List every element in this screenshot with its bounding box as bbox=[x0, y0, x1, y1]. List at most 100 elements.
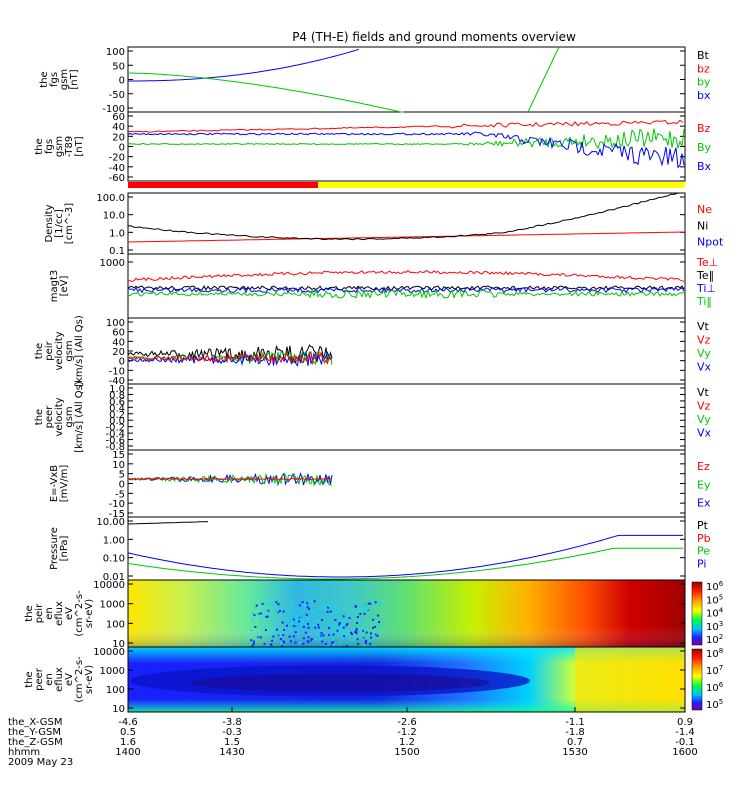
spectrogram-speckle bbox=[336, 610, 339, 613]
panel-p6: 1.00.80.60.40.20.0-0.2-0.4-0.6-0.8 the pee… bbox=[34, 381, 712, 453]
x-axis-row-label: the_X-GSM bbox=[8, 717, 62, 728]
y-axis-label-line: Pressure bbox=[49, 527, 60, 570]
legend-Vt: Vt bbox=[697, 386, 710, 399]
spectrogram-speckle bbox=[286, 617, 289, 620]
y-axis-label-line: en bbox=[44, 673, 55, 686]
spectrogram-speckle bbox=[334, 626, 337, 629]
legend-Vy: Vy bbox=[697, 347, 711, 360]
spectrogram-speckle bbox=[317, 623, 320, 626]
y-axis-label-line: [km/s] (All Qs) bbox=[74, 315, 85, 387]
spectrogram-speckle bbox=[254, 625, 257, 628]
spectrogram-speckle bbox=[267, 609, 270, 612]
spectrogram-late bbox=[575, 647, 685, 712]
trace-Tipar bbox=[127, 288, 685, 300]
y-tick-label: 10.00 bbox=[96, 517, 125, 528]
spectrogram-speckle bbox=[302, 637, 305, 640]
y-tick-label: 10000 bbox=[93, 647, 125, 658]
y-axis-label-line: eflux bbox=[54, 667, 65, 692]
y-tick-label: -40 bbox=[109, 376, 125, 387]
spectrogram-speckle bbox=[359, 605, 362, 608]
trace-Ne bbox=[127, 231, 685, 243]
trace-Vz bbox=[127, 350, 333, 365]
spectrogram-speckle bbox=[292, 618, 295, 621]
spectrogram-speckle bbox=[251, 618, 254, 621]
spectrogram-speckle bbox=[324, 607, 327, 610]
spectrogram-speckle bbox=[313, 600, 316, 603]
panel-frame bbox=[127, 253, 686, 319]
x-axis-value: 0.9 bbox=[677, 717, 693, 728]
spectrogram-speckle bbox=[276, 634, 279, 637]
y-axis-label-line: magt3 bbox=[49, 270, 60, 303]
spectrogram-speckle bbox=[371, 626, 374, 629]
y-tick-label: -10 bbox=[109, 499, 125, 510]
spectrogram-speckle bbox=[316, 607, 319, 610]
spectrogram-speckle bbox=[328, 644, 331, 647]
spectrogram-speckle bbox=[332, 641, 335, 644]
legend-Pt: Pt bbox=[697, 519, 709, 532]
y-axis-label-line: [cm^-3] bbox=[64, 203, 75, 244]
spectrogram-speckle bbox=[376, 614, 379, 617]
y-axis-label-line: peer bbox=[44, 405, 55, 429]
y-tick-label: -0.4 bbox=[105, 429, 125, 440]
spectrogram-speckle bbox=[334, 619, 337, 622]
spectrogram-speckle bbox=[325, 645, 328, 648]
spectrogram-speckle bbox=[345, 644, 348, 647]
spectrogram-shade-p9 bbox=[128, 580, 685, 647]
spectrogram-speckle bbox=[362, 638, 365, 641]
y-tick-label: 0.8 bbox=[109, 390, 125, 401]
spectrogram-speckle bbox=[330, 633, 333, 636]
y-tick-label: -20 bbox=[109, 153, 125, 164]
trace-bx bbox=[128, 48, 360, 82]
spectrogram-speckle bbox=[344, 619, 347, 622]
spectrogram-speckle bbox=[342, 615, 345, 618]
spectrogram-speckle bbox=[375, 633, 378, 636]
spectrogram-speckle bbox=[275, 630, 278, 633]
spectrogram-speckle bbox=[362, 637, 365, 640]
x-axis-value: 1.5 bbox=[224, 737, 240, 748]
x-axis-value: 0.7 bbox=[567, 737, 583, 748]
colorbar-tick-label: 102 bbox=[706, 633, 723, 646]
y-tick-label: 10000 bbox=[93, 580, 125, 591]
spectrogram-speckle bbox=[333, 620, 336, 623]
spectrogram-speckle bbox=[338, 623, 341, 626]
y-axis-label-line: fgs bbox=[44, 139, 55, 154]
spectrogram-speckle bbox=[297, 632, 300, 635]
y-axis-label-line: eV bbox=[64, 607, 75, 620]
colorbar-tick-label: 105 bbox=[706, 593, 723, 606]
y-tick-label: 100 bbox=[106, 318, 125, 329]
spectrogram-speckle bbox=[281, 645, 284, 648]
x-axis-row-label: 2009 May 23 bbox=[8, 757, 73, 768]
spectrogram-speckle bbox=[374, 635, 377, 638]
spectrogram-speckle bbox=[314, 626, 317, 629]
y-axis-label-line: [nPa] bbox=[59, 535, 70, 561]
spectrogram-speckle bbox=[290, 640, 293, 643]
y-axis-label: the peer velocity gsm [km/s] (All Qs) bbox=[34, 381, 85, 453]
y-axis-label-line: fgs bbox=[49, 72, 60, 87]
spectrogram-speckle bbox=[342, 626, 345, 629]
y-tick-label: 0.1 bbox=[109, 246, 125, 257]
spectrogram-speckle bbox=[303, 603, 306, 606]
spectrogram-speckle bbox=[346, 623, 349, 626]
spectrogram-speckle bbox=[315, 625, 318, 628]
spectrogram-speckle bbox=[360, 619, 363, 622]
legend-Bx: Bx bbox=[697, 160, 712, 173]
spectrogram-speckle bbox=[307, 636, 310, 639]
y-axis-label-line: [nT] bbox=[74, 136, 85, 156]
spectrogram-speckle bbox=[301, 611, 304, 614]
spectrogram-speckle bbox=[325, 642, 328, 645]
spectrogram-core-dark bbox=[190, 673, 490, 692]
spectrogram-speckle bbox=[305, 613, 308, 616]
y-axis-label: the fgs gsm [nT] bbox=[39, 69, 80, 90]
spectrogram-speckle bbox=[370, 632, 373, 635]
spectrogram-speckle bbox=[310, 639, 313, 642]
spectrogram-speckle bbox=[323, 631, 326, 634]
spectrogram-speckle bbox=[282, 640, 285, 643]
y-axis-label-line: the bbox=[24, 671, 35, 687]
trace-Ni bbox=[127, 192, 683, 241]
legend-By: By bbox=[697, 141, 712, 154]
spectrogram-speckle bbox=[339, 632, 342, 635]
spectrogram-speckle bbox=[335, 604, 338, 607]
y-tick-label: 15 bbox=[112, 450, 125, 461]
spectrogram-speckle bbox=[259, 636, 262, 639]
